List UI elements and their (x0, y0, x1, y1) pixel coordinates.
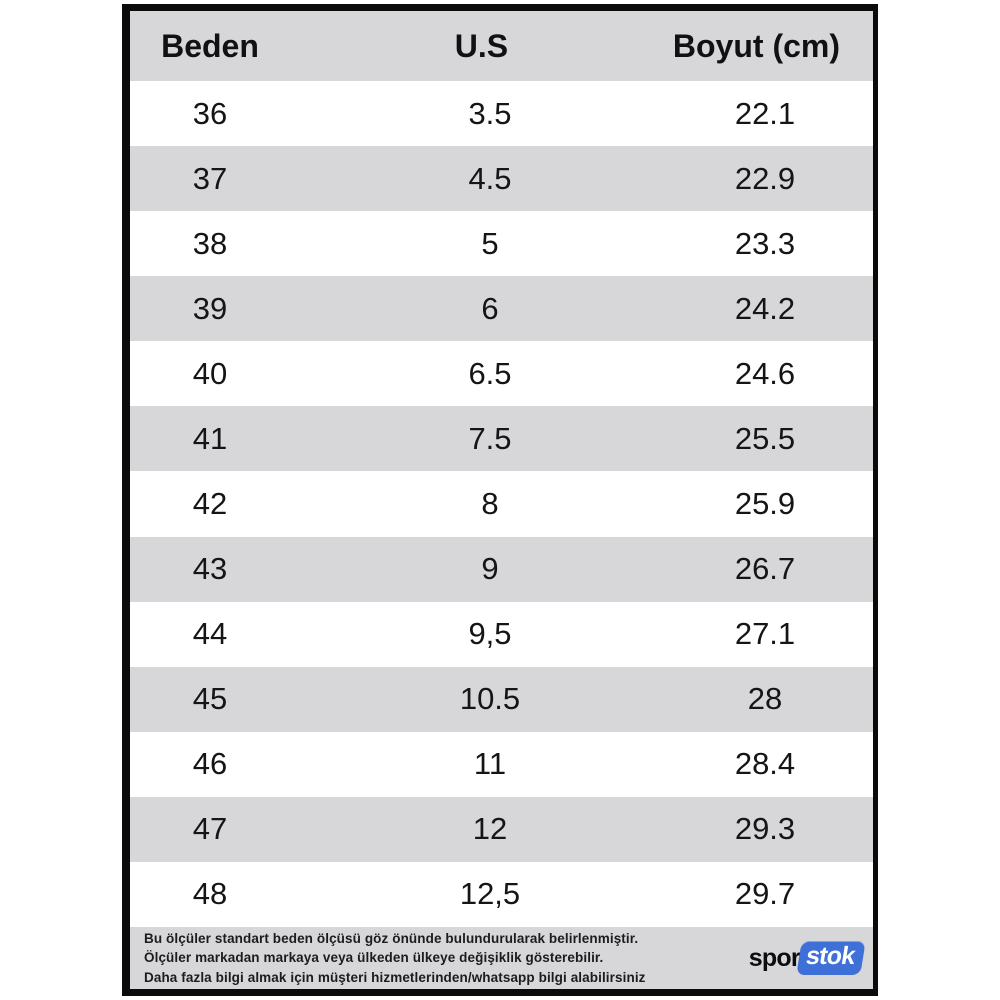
table-row: 42 8 25.9 (130, 471, 873, 537)
length-cm-cell: 29.7 (734, 876, 796, 912)
size-cell: 48 (192, 876, 228, 912)
size-cell: 38 (192, 225, 228, 261)
us-size-cell: 11 (473, 746, 507, 782)
table-row: 39 6 24.2 (130, 276, 873, 342)
us-size-cell: 7.5 (468, 420, 512, 456)
table-row: 36 3.5 22.1 (130, 81, 873, 147)
us-size-cell: 12 (472, 811, 508, 847)
table-row: 40 6.5 24.6 (130, 341, 873, 407)
length-cm-cell: 24.6 (734, 355, 796, 391)
us-size-cell: 3.5 (468, 95, 512, 131)
size-cell: 40 (192, 355, 228, 391)
length-cm-cell: 28 (747, 681, 783, 717)
header-length-cm: Boyut (cm) (672, 27, 840, 64)
footer-note-line: Ölçüler markadan markaya veya ülkeden ül… (144, 950, 604, 966)
us-size-cell: 5 (481, 225, 499, 261)
table-row: 44 9,5 27.1 (130, 601, 873, 667)
sporstok-logo-stok: stok (796, 941, 866, 975)
footer-notes: Bu ölçüler standart beden ölçüsü göz önü… (144, 929, 646, 986)
size-cell: 43 (192, 551, 228, 587)
length-cm-cell: 29.3 (734, 811, 796, 847)
us-size-cell: 12,5 (459, 876, 521, 912)
size-cell: 41 (192, 420, 228, 456)
length-cm-cell: 26.7 (734, 551, 796, 587)
size-cell: 39 (192, 290, 228, 326)
length-cm-cell: 28.4 (734, 746, 796, 782)
length-cm-cell: 22.1 (734, 95, 796, 131)
us-size-cell: 4.5 (468, 160, 512, 196)
us-size-cell: 8 (481, 486, 499, 521)
table-row: 45 10.5 28 (130, 666, 873, 732)
table-row: 37 4.5 22.9 (130, 146, 873, 212)
size-cell: 36 (192, 95, 228, 131)
us-size-cell: 10.5 (459, 681, 521, 717)
length-cm-cell: 22.9 (734, 160, 796, 196)
us-size-cell: 6.5 (468, 355, 512, 391)
length-cm-cell: 23.3 (734, 225, 796, 261)
us-size-cell: 6 (481, 290, 499, 326)
table-row: 47 12 29.3 (130, 796, 873, 862)
size-cell: 37 (192, 160, 228, 196)
size-cell: 47 (192, 811, 228, 847)
header-us: U.S (454, 27, 509, 64)
footer-note-line: Daha fazla bilgi almak için müşteri hizm… (144, 969, 646, 985)
us-size-cell: 9 (481, 551, 499, 587)
length-cm-cell: 25.9 (734, 486, 796, 521)
size-cell: 42 (192, 486, 228, 521)
size-cell: 46 (192, 746, 228, 782)
us-size-cell: 9,5 (468, 616, 512, 652)
header-size: Beden (161, 27, 259, 64)
size-cell: 44 (192, 616, 228, 652)
table-row: 38 5 23.3 (130, 211, 873, 277)
table-row: 41 7.5 25.5 (130, 406, 873, 472)
table-footer: Bu ölçüler standart beden ölçüsü göz önü… (130, 927, 873, 989)
table-row: 43 9 26.7 (130, 536, 873, 602)
table-body: 36 3.5 22.1 37 4.5 22.9 38 5 23.3 39 6 2… (130, 81, 873, 928)
length-cm-cell: 24.2 (734, 290, 796, 326)
table-header-row: Beden U.S Boyut (cm) (130, 11, 873, 81)
table-row: 48 12,5 29.7 (130, 861, 873, 928)
sporstok-logo: spor stok (748, 941, 866, 975)
length-cm-cell: 25.5 (734, 420, 796, 456)
size-chart-table: Beden U.S Boyut (cm) 36 3.5 22.1 37 4.5 … (122, 4, 878, 996)
footer-note-line: Bu ölçüler standart beden ölçüsü göz önü… (144, 931, 639, 947)
sporstok-logo-spor: spor (748, 943, 801, 972)
table-row: 46 11 28.4 (130, 731, 873, 797)
size-cell: 45 (192, 681, 228, 717)
length-cm-cell: 27.1 (734, 616, 796, 652)
